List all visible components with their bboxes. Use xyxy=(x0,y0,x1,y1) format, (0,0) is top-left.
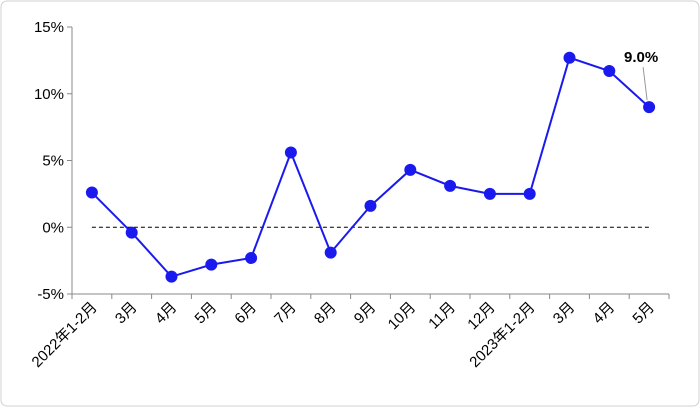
point xyxy=(563,51,576,64)
point xyxy=(245,251,258,264)
point xyxy=(324,246,337,259)
label-leader xyxy=(642,67,648,101)
y-tick-label: -5% xyxy=(37,286,64,303)
y-tick-label: 0% xyxy=(42,219,64,236)
y-tick-label: 15% xyxy=(34,19,64,36)
point xyxy=(165,270,178,283)
point xyxy=(643,101,656,114)
point xyxy=(404,163,417,176)
point xyxy=(125,226,138,239)
point xyxy=(523,187,536,200)
point xyxy=(483,187,496,200)
point xyxy=(205,258,218,271)
point xyxy=(364,199,377,212)
point xyxy=(603,65,616,78)
point xyxy=(85,186,98,199)
point xyxy=(444,179,457,192)
y-tick-label: 10% xyxy=(34,86,64,103)
value-label: 9.0% xyxy=(624,49,658,66)
y-tick-label: 5% xyxy=(42,153,64,170)
point xyxy=(284,146,297,159)
